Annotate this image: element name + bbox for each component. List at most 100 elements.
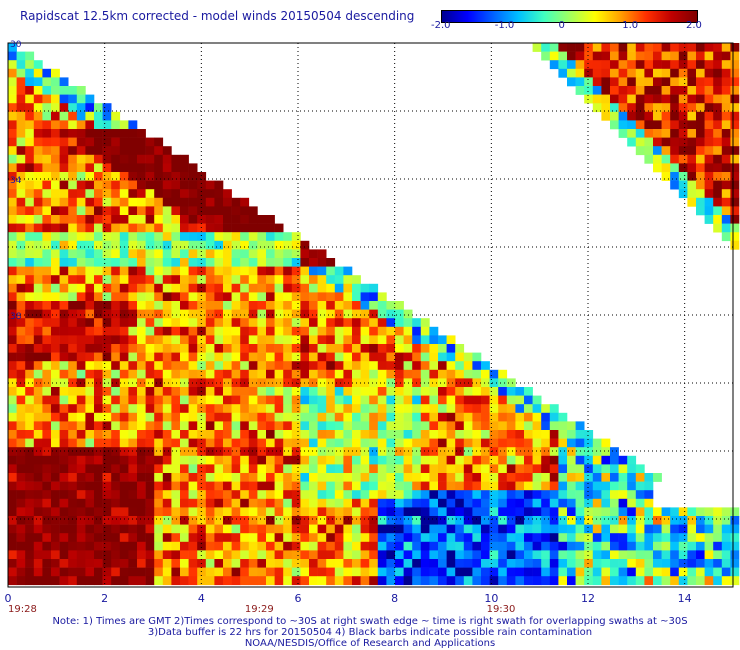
swath-cell bbox=[334, 567, 344, 577]
swath-cell bbox=[352, 516, 361, 525]
swath-cell bbox=[248, 421, 258, 431]
swath-cell bbox=[102, 567, 112, 577]
swath-cell bbox=[85, 455, 95, 465]
swath-cell bbox=[463, 421, 473, 431]
swath-cell bbox=[16, 344, 26, 353]
swath-cell bbox=[16, 266, 26, 276]
swath-cell bbox=[721, 51, 731, 61]
swath-cell bbox=[76, 455, 86, 465]
swath-cell bbox=[231, 464, 241, 474]
swath-cell bbox=[532, 438, 542, 448]
swath-cell bbox=[420, 430, 430, 439]
swath-cell bbox=[214, 275, 224, 285]
swath-cell bbox=[25, 86, 35, 95]
swath-cell bbox=[713, 43, 723, 52]
swath-cell bbox=[205, 206, 215, 216]
swath-cell bbox=[420, 421, 430, 431]
swath-cell bbox=[438, 559, 447, 568]
swath-cell bbox=[51, 258, 60, 267]
x-tick-label: 6 bbox=[295, 592, 302, 605]
swath-cell bbox=[300, 455, 310, 465]
swath-cell bbox=[231, 206, 241, 216]
swath-cell bbox=[42, 464, 52, 474]
swath-cell bbox=[154, 541, 164, 551]
swath-cell bbox=[610, 43, 619, 52]
swath-cell bbox=[386, 576, 396, 586]
swath-cell bbox=[102, 473, 112, 482]
swath-cell bbox=[16, 137, 26, 147]
swath-cell bbox=[661, 111, 671, 121]
swath-cell bbox=[472, 387, 482, 396]
swath-cell bbox=[403, 421, 413, 431]
swath-cell bbox=[111, 301, 121, 310]
swath-cell bbox=[713, 94, 723, 104]
swath-cell bbox=[317, 464, 327, 474]
swath-cell bbox=[85, 146, 95, 156]
swath-cell bbox=[266, 369, 275, 379]
swath-cell bbox=[248, 344, 258, 353]
swath-cell bbox=[33, 197, 43, 207]
swath-cell bbox=[653, 129, 662, 138]
swath-cell bbox=[386, 567, 396, 577]
swath-cell bbox=[592, 490, 602, 500]
swath-cell bbox=[231, 412, 241, 422]
x-tick-label: 4 bbox=[198, 592, 205, 605]
swath-cell bbox=[102, 361, 112, 371]
swath-cell bbox=[223, 567, 232, 577]
swath-cell bbox=[180, 232, 189, 242]
swath-cell bbox=[180, 309, 189, 319]
swath-cell bbox=[51, 301, 60, 310]
swath-cell bbox=[205, 421, 215, 431]
swath-cell bbox=[343, 541, 353, 551]
swath-cell bbox=[498, 404, 508, 414]
swath-cell bbox=[291, 550, 301, 560]
swath-cell bbox=[154, 172, 164, 181]
swath-cell bbox=[154, 163, 164, 173]
swath-cell bbox=[730, 163, 740, 173]
swath-cell bbox=[266, 361, 275, 371]
swath-cell bbox=[171, 559, 181, 568]
swath-cell bbox=[627, 516, 637, 525]
swath-cell bbox=[119, 129, 129, 138]
swath-cell bbox=[154, 352, 164, 362]
swath-cell bbox=[162, 567, 172, 577]
swath-cell bbox=[145, 301, 155, 310]
swath-cell bbox=[85, 163, 95, 173]
swath-cell bbox=[76, 361, 86, 371]
swath-cell bbox=[171, 180, 181, 190]
swath-cell bbox=[455, 387, 465, 396]
swath-cell bbox=[180, 438, 189, 448]
swath-cell bbox=[85, 172, 95, 181]
swath-cell bbox=[610, 567, 619, 577]
swath-cell bbox=[515, 524, 525, 534]
swath-cell bbox=[291, 240, 301, 250]
swath-cell bbox=[541, 438, 551, 448]
swath-cell bbox=[128, 258, 138, 267]
swath-cell bbox=[33, 129, 43, 138]
swath-cell bbox=[403, 507, 413, 517]
swath-cell bbox=[59, 206, 69, 216]
swath-cell bbox=[352, 430, 361, 439]
swath-cell bbox=[162, 507, 172, 517]
swath-cell bbox=[317, 352, 327, 362]
swath-cell bbox=[59, 232, 69, 242]
swath-cell bbox=[16, 498, 26, 508]
swath-cell bbox=[42, 206, 52, 216]
swath-cell bbox=[420, 576, 430, 586]
swath-cell bbox=[515, 464, 525, 474]
swath-cell bbox=[51, 86, 60, 95]
swath-cell bbox=[721, 103, 731, 113]
swath-cell bbox=[33, 318, 43, 328]
swath-cell bbox=[102, 421, 112, 431]
swath-cell bbox=[51, 180, 60, 190]
swath-cell bbox=[197, 361, 207, 371]
swath-cell bbox=[317, 249, 327, 259]
swath-cell bbox=[326, 292, 336, 302]
swath-cell bbox=[687, 189, 697, 199]
swath-cell bbox=[532, 533, 542, 543]
swath-cell bbox=[94, 223, 103, 233]
swath-cell bbox=[94, 387, 103, 396]
swath-cell bbox=[395, 438, 404, 448]
swath-cell bbox=[248, 550, 258, 560]
swath-cell bbox=[610, 68, 619, 78]
